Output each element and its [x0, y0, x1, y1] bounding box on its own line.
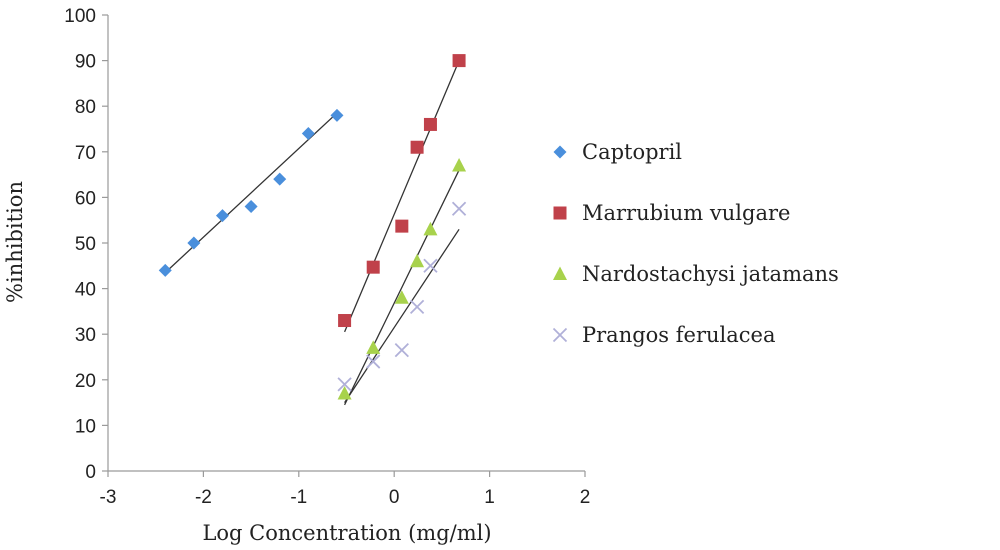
- point-nardostachysi-jatamans: [337, 385, 352, 400]
- y-axis-title: %inhibition: [3, 181, 27, 303]
- x-axis-title: Log Concentration (mg/ml): [202, 521, 491, 545]
- point-nardostachysi-jatamans: [452, 157, 467, 172]
- x-tick-label: -2: [195, 487, 212, 508]
- y-tick-label: 70: [75, 143, 96, 164]
- point-marrubium-vulgare: [423, 117, 437, 131]
- x-tick-label: -1: [290, 487, 307, 508]
- y-tick-label: 80: [75, 97, 96, 118]
- point-nardostachysi-jatamans: [423, 221, 438, 236]
- x-tick-label: 2: [580, 487, 591, 508]
- trendline-prangos-ferulacea: [344, 228, 460, 403]
- point-prangos-ferulacea: [451, 201, 467, 216]
- axes: 0 10 20 30 40 50 60 70 80 90 100 -3 -2 -1 0 1 2: [64, 6, 590, 508]
- point-prangos-ferulacea: [423, 258, 438, 273]
- data-markers: [158, 54, 467, 400]
- trendlines: [164, 60, 460, 406]
- point-nardostachysi-jatamans: [366, 340, 381, 354]
- legend-item-marrubium-vulgare: Marrubium vulgare: [553, 201, 790, 225]
- trendline-nardostachysi-jatamans: [344, 169, 460, 406]
- point-captopril: [158, 263, 172, 277]
- y-tick-label: 30: [75, 325, 96, 346]
- point-nardostachysi-jatamans: [394, 290, 409, 304]
- legend-item-nardostachysi-jatamans: Nardostachysi jatamans: [553, 262, 839, 286]
- point-prangos-ferulacea: [394, 343, 409, 358]
- legend-label-marrubium-vulgare: Marrubium vulgare: [582, 201, 790, 225]
- point-marrubium-vulgare: [338, 314, 352, 328]
- legend: Captopril Marrubium vulgare Nardostachysi …: [552, 140, 839, 347]
- y-tick-label: 20: [75, 371, 96, 392]
- point-captopril: [301, 127, 315, 141]
- legend-item-prangos-ferulacea: Prangos ferulacea: [552, 323, 775, 347]
- legend-marker-captopril: [553, 145, 567, 159]
- y-tick-label: 90: [75, 52, 96, 73]
- point-prangos-ferulacea: [337, 377, 352, 392]
- y-tick-label: 60: [75, 188, 96, 209]
- legend-marker-marrubium-vulgare: [553, 206, 567, 220]
- point-captopril: [215, 209, 229, 223]
- point-marrubium-vulgare: [410, 140, 424, 154]
- legend-marker-nardostachysi-jatamans: [553, 266, 567, 280]
- x-tick-label: 0: [389, 487, 400, 508]
- y-tick-label: 100: [64, 6, 96, 27]
- legend-label-prangos-ferulacea: Prangos ferulacea: [582, 323, 775, 347]
- y-tick-label: 40: [75, 280, 96, 301]
- y-tick-label: 50: [75, 234, 96, 255]
- trendline-marrubium-vulgare: [343, 60, 460, 333]
- legend-label-captopril: Captopril: [582, 140, 682, 164]
- point-prangos-ferulacea: [366, 354, 381, 369]
- y-tick-label: 10: [75, 416, 96, 437]
- point-marrubium-vulgare: [395, 219, 409, 233]
- point-captopril: [187, 236, 201, 250]
- legend-label-nardostachysi-jatamans: Nardostachysi jatamans: [582, 262, 839, 286]
- legend-marker-prangos-ferulacea: [552, 327, 568, 343]
- point-nardostachysi-jatamans: [410, 253, 425, 268]
- point-marrubium-vulgare: [366, 260, 380, 274]
- legend-item-captopril: Captopril: [553, 140, 682, 164]
- point-captopril: [330, 108, 344, 122]
- point-marrubium-vulgare: [452, 54, 466, 68]
- y-tick-label: 0: [85, 462, 96, 483]
- x-tick-label: 1: [484, 487, 495, 508]
- point-captopril: [273, 172, 287, 186]
- point-captopril: [244, 200, 258, 214]
- x-tick-label: -3: [100, 487, 117, 508]
- point-prangos-ferulacea: [409, 299, 425, 314]
